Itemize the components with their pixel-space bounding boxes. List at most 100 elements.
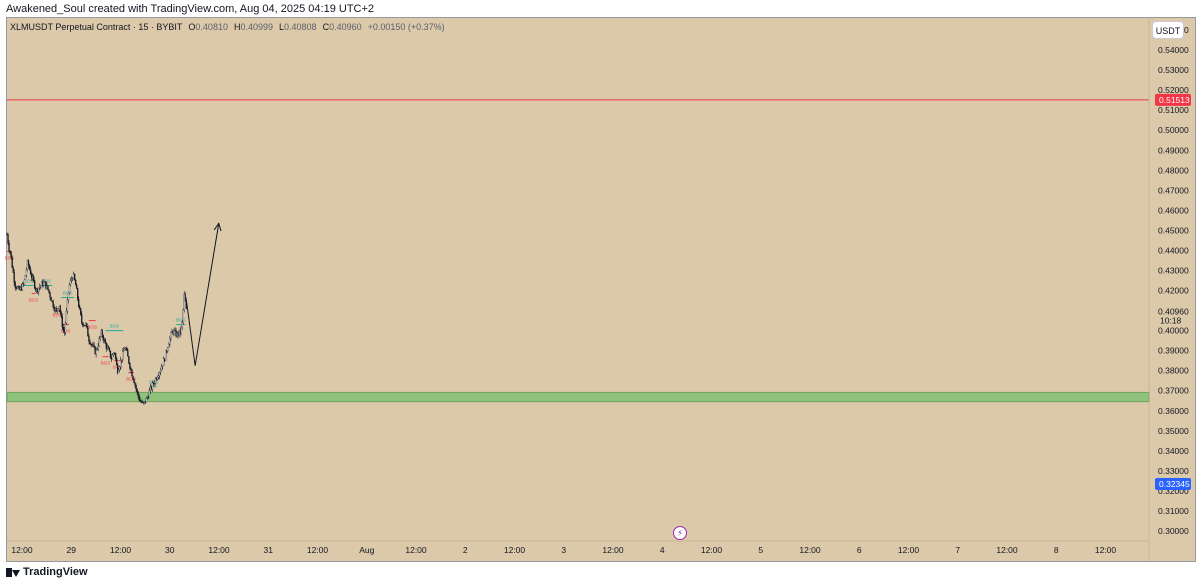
price-tick-label: 0.44000 (1158, 245, 1189, 255)
candle-body (183, 293, 185, 311)
candle-body (102, 335, 104, 341)
currency-button[interactable]: USDT (1152, 21, 1184, 39)
price-tick-label: 0.34000 (1158, 446, 1189, 456)
candle-body (119, 366, 121, 371)
support-zone[interactable] (6, 391, 1150, 403)
open-label: O (188, 22, 196, 32)
candle-body (132, 375, 134, 380)
time-tick-label: 6 (857, 545, 862, 555)
price-tick-label: 0.47000 (1158, 185, 1189, 195)
time-tick-label: 12:00 (602, 545, 624, 555)
candle-body (51, 300, 53, 302)
candle-body (16, 286, 18, 289)
time-tick-label: 12:00 (504, 545, 526, 555)
bos-up-label: BOS (42, 279, 52, 284)
candle-body (122, 351, 124, 360)
candle-body (32, 276, 35, 281)
candle-body (52, 300, 54, 308)
candle-body (27, 260, 30, 266)
candle-body (168, 343, 170, 348)
candle-body (31, 276, 34, 278)
candle-body (136, 388, 138, 393)
candle-body (58, 305, 60, 310)
candle-body (133, 379, 135, 384)
candle-body (123, 350, 125, 352)
candle-body (100, 330, 102, 337)
candle-body (68, 284, 71, 294)
candle-body (98, 338, 100, 347)
candle-body (164, 358, 166, 362)
candle-body (23, 279, 26, 285)
candle-body (165, 350, 167, 362)
candle-body (13, 272, 15, 283)
candle-body (61, 316, 63, 328)
candle-body (80, 308, 82, 315)
candle-body (66, 299, 69, 312)
candle-body (84, 324, 86, 326)
candle-body (126, 348, 128, 351)
change-value: +0.00150 (+0.37%) (367, 22, 445, 32)
candle-body (54, 308, 56, 311)
candle-body (35, 287, 37, 290)
candle-body (182, 309, 184, 323)
candle-body (158, 372, 161, 376)
candle-body (49, 292, 51, 298)
tradingview-logo-icon (6, 567, 20, 577)
current-price-label: 0.40960 (1158, 306, 1189, 316)
footer-branding: TradingView (6, 566, 88, 578)
candle-body (151, 382, 154, 390)
candle-body (25, 269, 28, 276)
bos-up-label: BOS (24, 279, 34, 284)
candle-body (152, 382, 155, 384)
candle-body (62, 326, 64, 331)
candle-body (129, 363, 131, 369)
symbol-legend[interactable]: XLMUSDT Perpetual Contract · 15 · BYBIT … (10, 22, 445, 32)
candle-body (41, 282, 43, 286)
price-tick-label: 0.30000 (1158, 526, 1189, 536)
candle-body (120, 360, 122, 367)
bos-up-label: BOS (110, 324, 120, 329)
candle-body (104, 339, 106, 344)
time-tick-label: 12:00 (996, 545, 1018, 555)
time-tick-label: 5 (758, 545, 763, 555)
lightning-icon[interactable]: ⚡ (673, 526, 687, 540)
candle-body (69, 280, 72, 286)
candle-body (79, 306, 81, 309)
price-tick-label: 0.39000 (1158, 346, 1189, 356)
candle-body (112, 352, 115, 356)
candle-body (121, 359, 123, 361)
candle-body (19, 286, 21, 290)
candle-body (131, 369, 133, 377)
time-tick-label: 4 (660, 545, 665, 555)
candle-body (170, 332, 172, 339)
candle-body (144, 400, 146, 403)
candle-body (155, 378, 158, 380)
candle-body (76, 284, 78, 289)
candle-body (128, 356, 130, 364)
time-tick-label: 12:00 (405, 545, 427, 555)
price-tick-label: 0.31000 (1158, 506, 1189, 516)
candle-body (167, 347, 169, 352)
symbol-name[interactable]: XLMUSDT Perpetual Contract · 15 · BYBIT (10, 22, 183, 32)
candle-body (143, 400, 145, 404)
candle-body (162, 365, 164, 367)
candle-body (77, 288, 79, 300)
candle-body (103, 339, 105, 341)
projection-path[interactable] (185, 223, 220, 366)
candle-body (24, 275, 27, 280)
time-tick-label: 12:00 (1095, 545, 1117, 555)
price-tick-label: 0.33000 (1158, 466, 1189, 476)
resistance-price-tag (1155, 93, 1191, 106)
candle-body (22, 283, 25, 285)
price-tick-label: 0.51000 (1158, 105, 1189, 115)
candle-body (106, 346, 109, 349)
price-tick-label: 0.42000 (1158, 286, 1189, 296)
candle-body (124, 348, 126, 351)
price-tick-label: 0.50000 (1158, 125, 1189, 135)
candle-body (37, 288, 39, 293)
price-tick-label: 0.52000 (1158, 85, 1189, 95)
candle-body (28, 265, 31, 270)
time-tick-label: 31 (264, 545, 274, 555)
time-tick-label: 12:00 (898, 545, 920, 555)
